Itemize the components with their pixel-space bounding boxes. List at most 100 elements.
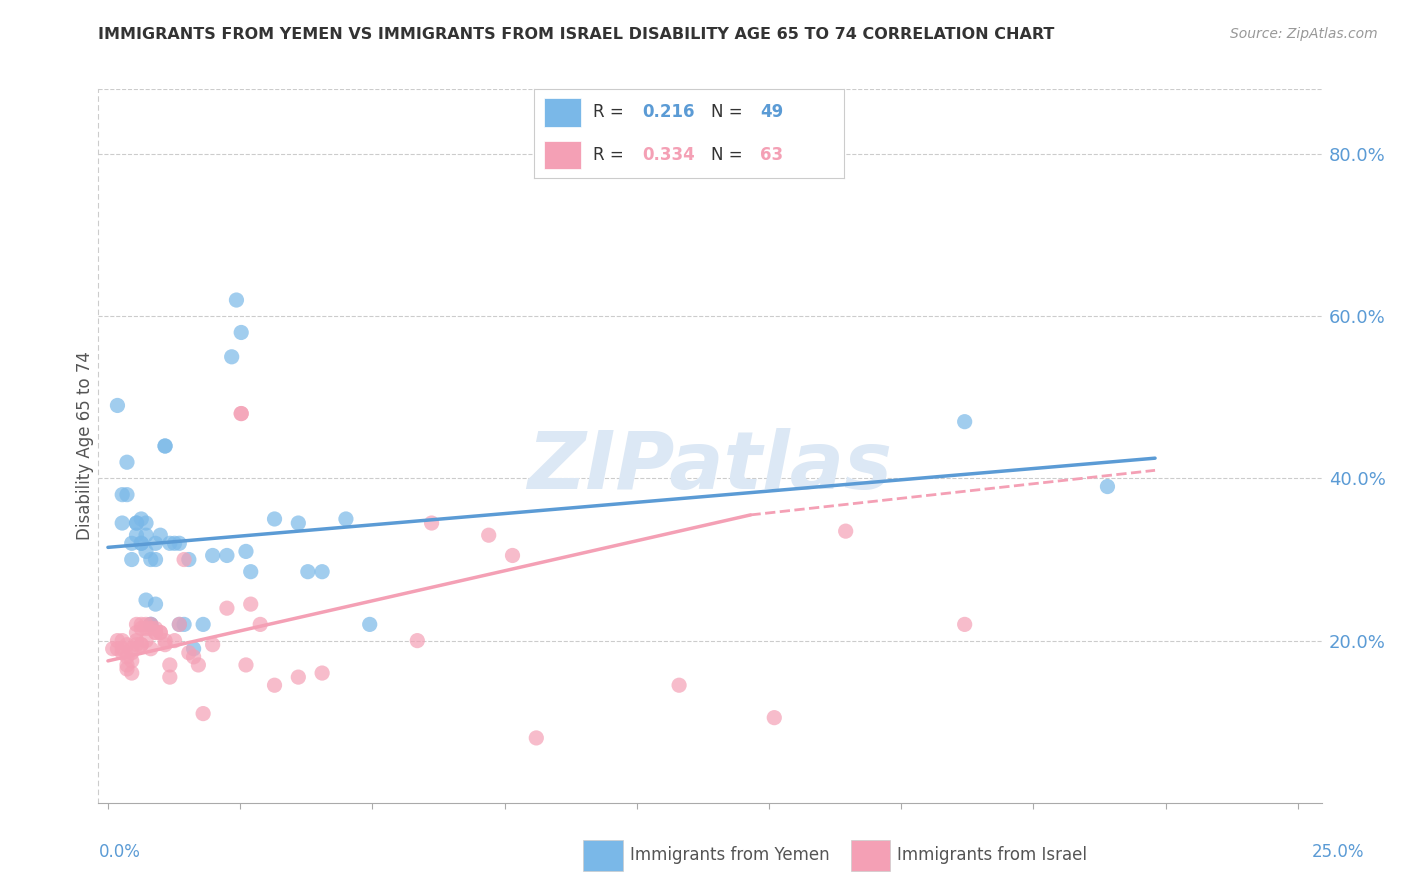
Text: 0.0%: 0.0% xyxy=(98,843,141,861)
Point xyxy=(125,638,148,652)
Point xyxy=(121,666,143,681)
Point xyxy=(406,633,429,648)
Point xyxy=(129,622,152,636)
Point xyxy=(335,512,357,526)
Point xyxy=(125,617,148,632)
Point xyxy=(135,593,157,607)
Point xyxy=(121,536,143,550)
Point xyxy=(163,536,186,550)
Point xyxy=(235,544,257,558)
Point xyxy=(287,516,309,530)
Point xyxy=(135,544,157,558)
Point xyxy=(159,657,181,672)
Point xyxy=(183,649,205,664)
Point xyxy=(201,549,224,563)
Point xyxy=(107,633,129,648)
Point xyxy=(239,597,262,611)
Point xyxy=(249,617,271,632)
Point xyxy=(191,617,214,632)
Point xyxy=(763,711,786,725)
Point xyxy=(221,350,243,364)
FancyBboxPatch shape xyxy=(544,98,581,127)
Text: Source: ZipAtlas.com: Source: ZipAtlas.com xyxy=(1230,27,1378,41)
Point xyxy=(231,407,253,421)
Text: N =: N = xyxy=(710,103,748,121)
Point xyxy=(263,678,285,692)
Text: IMMIGRANTS FROM YEMEN VS IMMIGRANTS FROM ISRAEL DISABILITY AGE 65 TO 74 CORRELAT: IMMIGRANTS FROM YEMEN VS IMMIGRANTS FROM… xyxy=(98,27,1054,42)
Point xyxy=(129,536,152,550)
Point xyxy=(135,622,157,636)
Point xyxy=(215,601,238,615)
Point xyxy=(145,625,167,640)
Point xyxy=(149,528,172,542)
Point xyxy=(145,536,167,550)
Text: 0.216: 0.216 xyxy=(643,103,695,121)
Point xyxy=(107,641,129,656)
Point xyxy=(149,625,172,640)
Point xyxy=(135,516,157,530)
Point xyxy=(115,662,138,676)
Point xyxy=(263,512,285,526)
Point xyxy=(215,549,238,563)
Point xyxy=(311,565,333,579)
Point xyxy=(145,552,167,566)
Point xyxy=(115,638,138,652)
Point xyxy=(139,552,162,566)
Point xyxy=(225,293,247,307)
Point xyxy=(153,638,176,652)
Text: R =: R = xyxy=(593,146,628,164)
Point xyxy=(297,565,319,579)
Point xyxy=(135,528,157,542)
Point xyxy=(115,488,138,502)
Point xyxy=(502,549,524,563)
Text: R =: R = xyxy=(593,103,628,121)
Point xyxy=(125,516,148,530)
Point xyxy=(121,646,143,660)
Text: 63: 63 xyxy=(761,146,783,164)
Point xyxy=(139,617,162,632)
Point xyxy=(159,670,181,684)
Text: N =: N = xyxy=(710,146,748,164)
Point xyxy=(231,326,253,340)
Point xyxy=(107,399,129,413)
Point xyxy=(111,488,134,502)
Point xyxy=(287,670,309,684)
Point xyxy=(135,617,157,632)
Point xyxy=(101,641,124,656)
Point xyxy=(169,617,191,632)
Text: 25.0%: 25.0% xyxy=(1312,843,1364,861)
Point xyxy=(953,415,976,429)
FancyBboxPatch shape xyxy=(544,141,581,169)
Point xyxy=(153,439,176,453)
Point xyxy=(129,638,152,652)
Point xyxy=(111,633,134,648)
Point xyxy=(187,657,209,672)
Point xyxy=(111,641,134,656)
Point xyxy=(121,654,143,668)
Point xyxy=(129,617,152,632)
Point xyxy=(139,617,162,632)
Y-axis label: Disability Age 65 to 74: Disability Age 65 to 74 xyxy=(76,351,94,541)
Point xyxy=(115,649,138,664)
Point xyxy=(125,516,148,530)
Point xyxy=(139,641,162,656)
Point xyxy=(153,439,176,453)
Point xyxy=(153,633,176,648)
Point xyxy=(169,536,191,550)
Text: 49: 49 xyxy=(761,103,783,121)
Point xyxy=(135,633,157,648)
Text: ZIPatlas: ZIPatlas xyxy=(527,428,893,507)
Point xyxy=(145,597,167,611)
Point xyxy=(125,633,148,648)
Point xyxy=(201,638,224,652)
Point xyxy=(231,407,253,421)
Point xyxy=(145,625,167,640)
Point xyxy=(478,528,501,542)
Point xyxy=(169,617,191,632)
Point xyxy=(139,617,162,632)
Point xyxy=(125,625,148,640)
Point xyxy=(359,617,381,632)
Point xyxy=(111,516,134,530)
Point xyxy=(145,622,167,636)
Point xyxy=(115,657,138,672)
